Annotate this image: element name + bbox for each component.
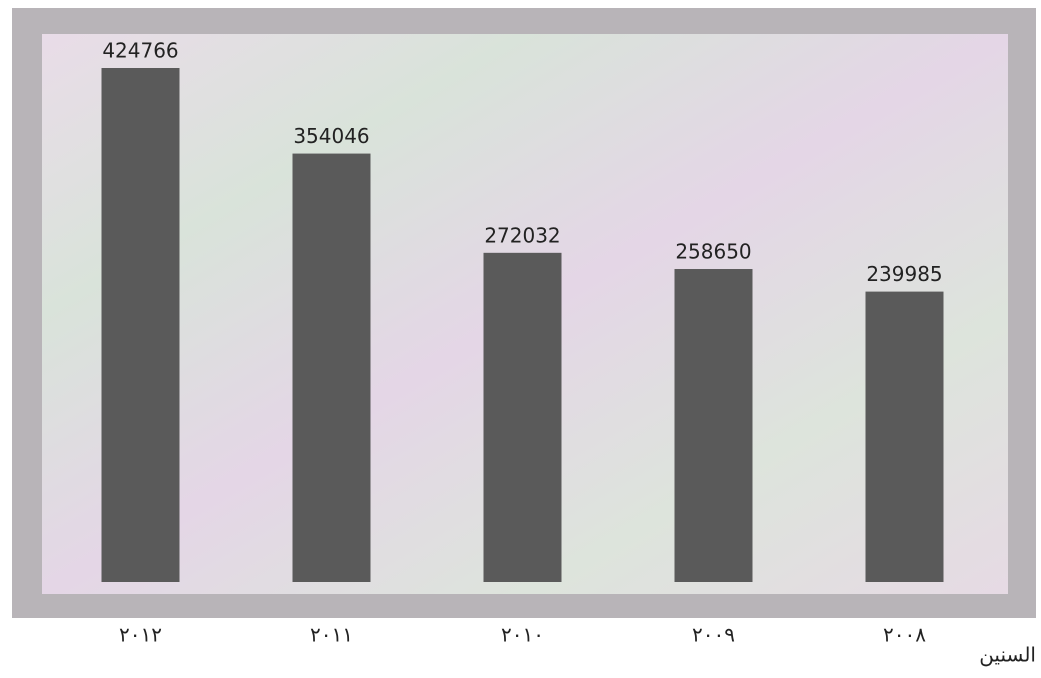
bar: [101, 68, 180, 582]
x-tick-label: ٢٠١٢: [119, 623, 162, 647]
x-tick-label: ٢٠٠٨: [883, 623, 926, 647]
bar: [292, 153, 371, 582]
bar: [483, 252, 562, 582]
bar: [865, 291, 944, 582]
data-label: 424766: [102, 39, 178, 63]
x-tick-label: ٢٠١٠: [501, 623, 544, 647]
x-tick-label: ٢٠٠٩: [692, 623, 735, 647]
bar: [674, 269, 753, 582]
data-label: 272032: [484, 223, 560, 247]
x-tick-label: ٢٠١١: [310, 623, 353, 647]
data-label: 354046: [293, 124, 369, 148]
x-axis-label: السنين: [979, 643, 1036, 667]
data-label: 239985: [866, 262, 942, 286]
data-label: 258650: [675, 240, 751, 264]
